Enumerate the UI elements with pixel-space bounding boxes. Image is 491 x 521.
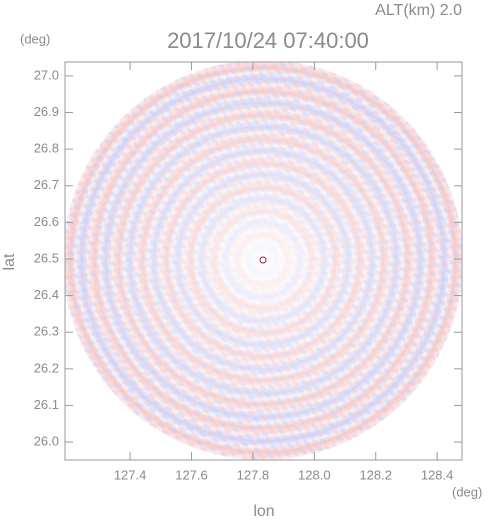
y-axis-label: lat — [1, 253, 18, 270]
x-axis-label: lon — [253, 503, 274, 520]
y-tick-label: 26.9 — [34, 104, 59, 119]
radar-field — [65, 62, 462, 460]
y-tick-label: 26.7 — [34, 177, 59, 192]
x-unit: (deg) — [452, 484, 482, 499]
altitude-label: ALT(km) 2.0 — [375, 2, 462, 19]
y-unit: (deg) — [20, 31, 50, 46]
x-tick-label: 128.2 — [359, 467, 392, 482]
y-tick-label: 26.6 — [34, 214, 59, 229]
x-tick-label: 128.0 — [298, 467, 331, 482]
x-tick-label: 127.4 — [114, 467, 147, 482]
y-tick-label: 26.0 — [34, 433, 59, 448]
y-tick-label: 26.1 — [34, 397, 59, 412]
plot-frame — [64, 61, 463, 461]
y-tick-label: 26.8 — [34, 141, 59, 156]
y-tick-label: 26.4 — [34, 287, 59, 302]
x-tick-label: 127.8 — [237, 467, 270, 482]
chart-title: 2017/10/24 07:40:00 — [167, 28, 369, 53]
y-tick-label: 26.2 — [34, 360, 59, 375]
y-tick-label: 27.0 — [34, 67, 59, 82]
y-tick-label: 26.3 — [34, 324, 59, 339]
x-tick-label: 127.6 — [175, 467, 208, 482]
radar-site — [259, 256, 267, 264]
y-tick-label: 26.5 — [34, 250, 59, 265]
x-tick-label: 128.4 — [421, 467, 454, 482]
